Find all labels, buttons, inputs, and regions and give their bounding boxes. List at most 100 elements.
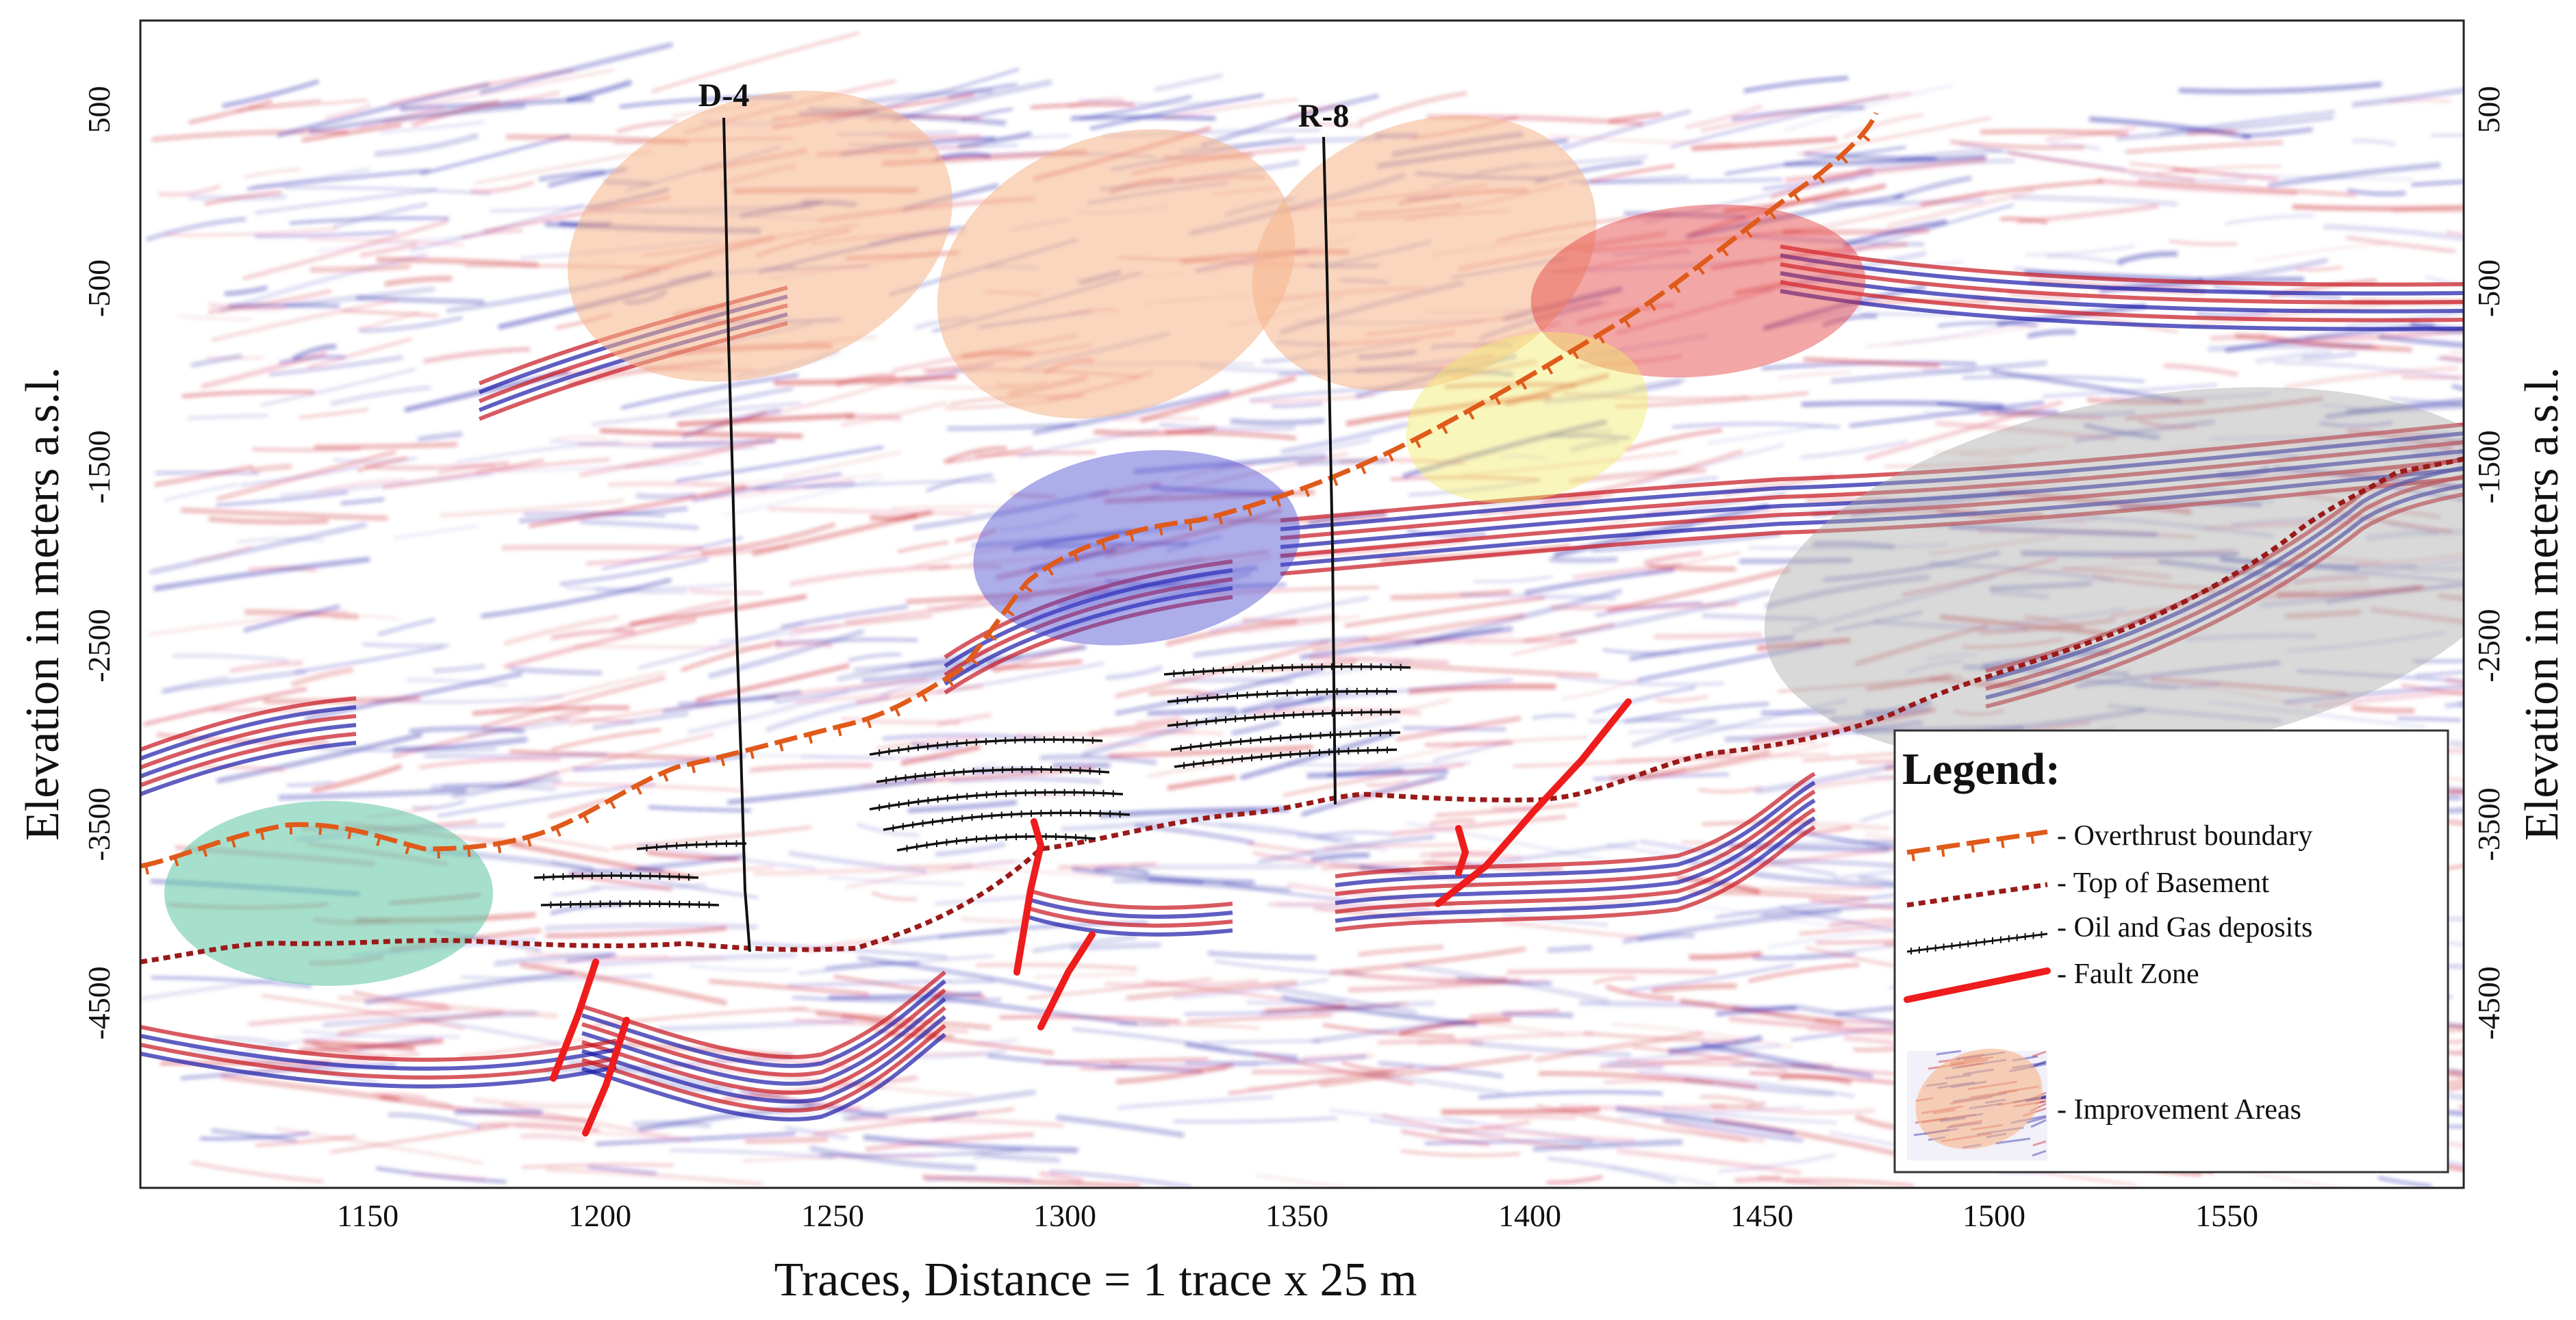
seismic-reflection-stroke	[790, 563, 950, 587]
seismic-reflection-stroke	[1687, 859, 1899, 868]
seismic-reflection-stroke	[2012, 195, 2178, 206]
seismic-reflection-stroke	[365, 461, 509, 470]
seismic-reflection-stroke	[552, 783, 746, 792]
seismic-strong-reflector	[944, 577, 1233, 677]
fault-line	[1435, 698, 1632, 907]
seismic-reflection-stroke	[624, 437, 765, 469]
seismic-reflection-stroke	[1358, 945, 1444, 956]
seismic-reflection-stroke	[374, 133, 479, 157]
seismic-strong-reflector	[1280, 431, 2464, 531]
seismic-reflection-stroke	[585, 544, 790, 566]
seismic-reflection-stroke	[2086, 398, 2206, 405]
seismic-reflection-stroke	[503, 617, 697, 670]
seismic-reflection-stroke	[2284, 366, 2459, 390]
seismic-reflection-stroke	[1643, 742, 1831, 780]
seismic-reflection-stroke	[2255, 242, 2389, 262]
improvement-area-7	[1764, 387, 2464, 763]
seismic-reflection-stroke	[1778, 371, 1852, 379]
seismic-reflection-stroke	[149, 522, 367, 574]
seismic-reflection-stroke	[433, 664, 485, 673]
tooth-mark	[720, 756, 726, 767]
tooth-mark	[1519, 380, 1528, 390]
seismic-reflection-stroke	[240, 466, 359, 487]
seismic-reflection-stroke	[828, 992, 983, 1000]
seismic-reflection-stroke	[1638, 718, 1719, 723]
seismic-reflection-stroke	[1286, 761, 1472, 767]
tooth-mark	[866, 718, 872, 728]
seismic-reflection-stroke	[1643, 550, 1703, 566]
seismic-reflection-stroke	[2345, 310, 2464, 329]
tooth-mark	[1861, 133, 1871, 142]
seismic-strong-reflector	[581, 1015, 946, 1104]
seismic-reflection-stroke	[1191, 820, 1355, 841]
seismic-strong-reflector	[1280, 422, 2464, 522]
seismic-reflection-stroke	[1962, 638, 2063, 648]
seismic-reflection-stroke	[2137, 179, 2357, 197]
well-label-r8: R-8	[1298, 98, 1350, 134]
x-tick-label: 1300	[1033, 1198, 1096, 1233]
seismic-reflection-stroke	[353, 991, 447, 1007]
seismic-reflection-stroke	[454, 1109, 543, 1115]
seismic-reflection-stroke	[792, 996, 1002, 1002]
legend-symbol-basement	[1906, 882, 2048, 908]
seismic-reflection-stroke	[1928, 534, 2059, 556]
seismic-reflection-stroke	[1311, 1002, 1409, 1015]
seismic-reflection-stroke	[1246, 999, 1345, 1004]
seismic-strong-reflector	[581, 988, 946, 1077]
seismic-reflection-stroke	[188, 99, 273, 125]
seismic-reflection-stroke	[1010, 493, 1057, 498]
seismic-reflection-stroke	[255, 1135, 357, 1147]
seismic-reflection-stroke	[1056, 1115, 1185, 1138]
seismic-reflection-stroke	[211, 1128, 297, 1143]
seismic-reflection-stroke	[1828, 1131, 1898, 1147]
seismic-strong-reflector	[1335, 789, 1816, 896]
tooth-mark	[807, 733, 813, 744]
seismic-reflection-stroke	[1800, 440, 1908, 459]
seismic-reflection-stroke	[1390, 476, 1539, 481]
seismic-reflection-stroke	[926, 596, 987, 609]
seismic-reflection-stroke	[1587, 334, 1708, 357]
seismic-strong-reflector	[1335, 807, 1816, 914]
seismic-strong-reflector	[944, 595, 1233, 695]
seismic-reflection-stroke	[1830, 361, 2047, 383]
tooth-mark	[1188, 521, 1193, 531]
seismic-reflection-stroke	[1865, 324, 2044, 348]
seismic-reflection-stroke	[2413, 453, 2464, 466]
seismic-reflection-stroke	[1402, 726, 1506, 731]
seismic-reflection-stroke	[314, 442, 458, 449]
seismic-reflection-stroke	[1823, 550, 2000, 582]
seismic-reflection-stroke	[1030, 103, 1135, 110]
seismic-reflection-stroke	[1701, 1041, 1873, 1079]
seismic-reflection-stroke	[2221, 558, 2417, 568]
seismic-reflection-stroke	[229, 660, 303, 674]
seismic-reflection-stroke	[1535, 1032, 1704, 1062]
seismic-reflection-stroke	[1166, 535, 1222, 553]
seismic-reflection-stroke	[1289, 658, 1412, 678]
seismic-reflection-stroke	[861, 660, 978, 683]
seismic-reflection-stroke	[1441, 1107, 1600, 1115]
fault-line	[1037, 931, 1096, 1030]
seismic-reflection-stroke	[1886, 188, 2035, 229]
y-tick-label: -2500	[81, 609, 116, 682]
seismic-reflection-stroke	[1622, 909, 1841, 943]
seismic-reflection-stroke	[1173, 1117, 1338, 1123]
seismic-reflection-stroke	[1928, 561, 2115, 583]
seismic-reflection-stroke	[1990, 590, 2049, 599]
seismic-reflection-stroke	[611, 826, 812, 850]
seismic-reflection-stroke	[1346, 394, 1552, 427]
seismic-reflection-stroke	[805, 479, 996, 489]
seismic-reflection-stroke	[635, 493, 696, 499]
seismic-reflection-stroke	[1308, 122, 1364, 128]
seismic-reflection-stroke	[1105, 665, 1163, 680]
well-d4-trajectory	[722, 117, 751, 952]
seismic-reflection-stroke	[1400, 1129, 1490, 1147]
seismic-reflection-stroke	[2268, 162, 2441, 188]
legend-label: - Improvement Areas	[2057, 1094, 2301, 1126]
seismic-reflection-stroke	[1624, 212, 1747, 219]
y-axis-left-ticks: 500 -500 -1500 -2500 -3500 -4500	[81, 86, 116, 1040]
seismic-reflection-stroke	[620, 374, 799, 409]
seismic-reflection-stroke	[1072, 1028, 1227, 1050]
seismic-reflection-stroke	[897, 541, 949, 553]
seismic-reflection-stroke	[2460, 1048, 2464, 1052]
x-tick-label: 1450	[1730, 1198, 1793, 1233]
